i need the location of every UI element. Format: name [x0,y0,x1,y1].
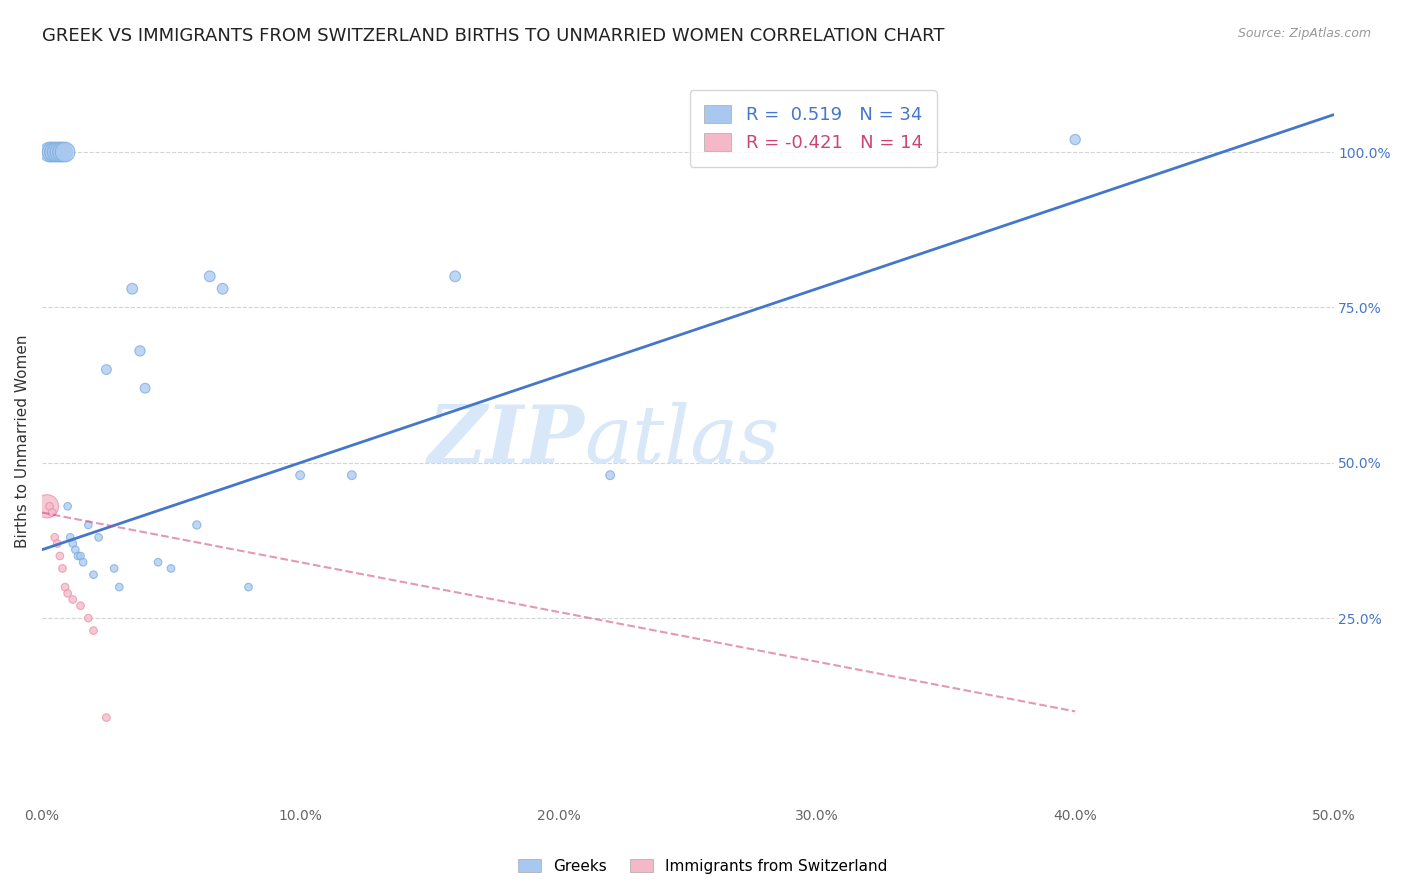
Point [146,555,169,569]
Point [134,381,156,395]
Point [96,362,118,376]
Point [59,530,82,544]
Point [1064,132,1087,146]
Point [62,536,84,550]
Point [56,586,79,600]
Point [69,599,91,613]
Point [160,561,183,575]
Point [51,145,73,159]
Text: GREEK VS IMMIGRANTS FROM SWITZERLAND BIRTHS TO UNMARRIED WOMEN CORRELATION CHART: GREEK VS IMMIGRANTS FROM SWITZERLAND BIR… [42,27,945,45]
Point [53,145,76,159]
Point [238,580,260,594]
Point [41,145,63,159]
Point [186,517,208,532]
Point [51,561,73,575]
Point [46,536,69,550]
Point [49,145,72,159]
Point [444,269,467,284]
Point [288,468,311,483]
Point [87,530,110,544]
Y-axis label: Births to Unmarried Women: Births to Unmarried Women [15,334,30,548]
Point [49,549,72,563]
Point [211,282,233,296]
Text: ZIP: ZIP [427,402,585,480]
Point [65,542,87,557]
Point [53,580,76,594]
Point [46,145,69,159]
Point [66,549,89,563]
Point [108,580,131,594]
Point [77,517,100,532]
Point [82,624,104,638]
Legend: R =  0.519   N = 34, R = -0.421   N = 14: R = 0.519 N = 34, R = -0.421 N = 14 [689,90,936,167]
Text: Source: ZipAtlas.com: Source: ZipAtlas.com [1237,27,1371,40]
Point [56,500,79,514]
Point [35,500,58,514]
Point [38,500,60,514]
Point [129,343,152,358]
Point [198,269,221,284]
Point [77,611,100,625]
Point [340,468,363,483]
Point [96,710,118,724]
Point [69,549,91,563]
Point [44,530,66,544]
Point [599,468,621,483]
Point [38,145,60,159]
Point [121,282,143,296]
Legend: Greeks, Immigrants from Switzerland: Greeks, Immigrants from Switzerland [512,853,894,880]
Point [41,506,63,520]
Point [103,561,125,575]
Point [62,592,84,607]
Point [44,145,66,159]
Text: atlas: atlas [585,402,780,480]
Point [82,567,104,582]
Point [72,555,94,569]
